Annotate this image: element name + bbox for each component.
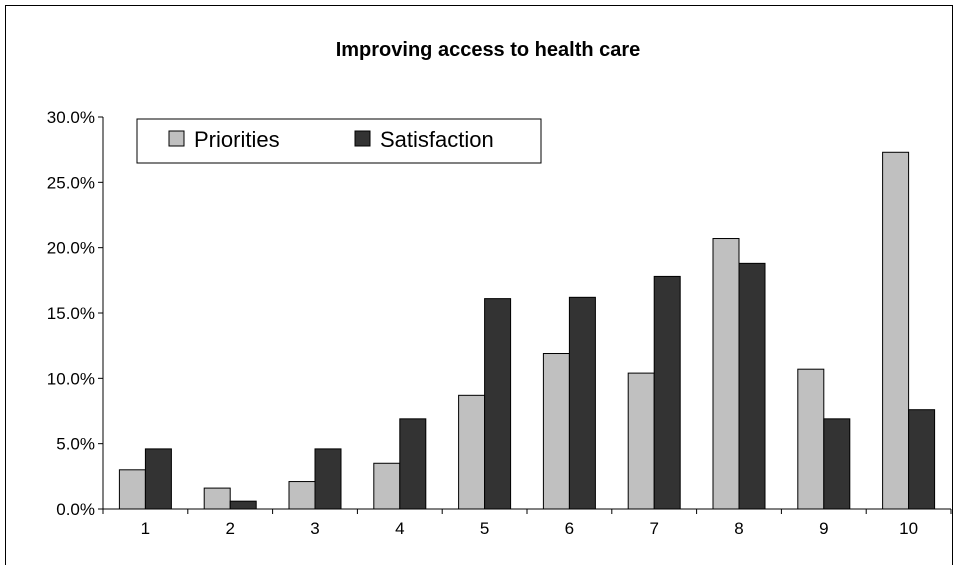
- bar-priorities-7: [627, 372, 655, 510]
- legend-swatch-satisfaction: [354, 130, 371, 147]
- bar-priorities-10: [882, 151, 910, 510]
- y-tick-label: 25.0%: [47, 173, 95, 192]
- y-tick-label: 20.0%: [47, 239, 95, 258]
- bar-priorities-5: [458, 394, 486, 510]
- bars: [118, 151, 936, 510]
- bar-satisfaction-4: [399, 418, 427, 510]
- x-tick-label: 8: [734, 519, 743, 538]
- y-tick-label: 30.0%: [47, 108, 95, 127]
- bar-priorities-9: [797, 368, 825, 510]
- bar-satisfaction-10: [908, 409, 936, 510]
- y-tick-label: 0.0%: [56, 500, 95, 519]
- x-tick-label: 6: [565, 519, 574, 538]
- legend-label-satisfaction: Satisfaction: [380, 127, 494, 152]
- x-tick-label: 9: [819, 519, 828, 538]
- x-tick-label: 2: [225, 519, 234, 538]
- y-tick-label: 15.0%: [47, 304, 95, 323]
- y-tick-label: 10.0%: [47, 369, 95, 388]
- bar-satisfaction-2: [229, 500, 257, 510]
- x-tick-label: 5: [480, 519, 489, 538]
- bar-satisfaction-7: [653, 275, 681, 510]
- bar-satisfaction-1: [144, 448, 172, 510]
- bar-priorities-8: [712, 238, 740, 510]
- y-tick-label: 5.0%: [56, 435, 95, 454]
- bar-priorities-6: [542, 353, 570, 510]
- bar-priorities-4: [373, 462, 401, 510]
- bar-priorities-3: [288, 481, 316, 510]
- legend-label-priorities: Priorities: [194, 127, 280, 152]
- bar-priorities-1: [118, 469, 146, 510]
- bar-satisfaction-8: [738, 262, 766, 510]
- x-tick-label: 3: [310, 519, 319, 538]
- x-tick-label: 7: [649, 519, 658, 538]
- x-tick-label: 10: [899, 519, 918, 538]
- bar-satisfaction-3: [314, 448, 342, 510]
- legend-box: [136, 118, 542, 164]
- chart-title: Improving access to health care: [336, 39, 641, 61]
- legend-swatch-priorities: [168, 130, 185, 147]
- x-tick-label: 1: [141, 519, 150, 538]
- bar-satisfaction-6: [568, 296, 596, 510]
- legend: Priorities Satisfaction: [136, 118, 542, 164]
- x-tick-label: 4: [395, 519, 404, 538]
- bar-priorities-2: [203, 487, 231, 510]
- bar-satisfaction-5: [484, 298, 512, 510]
- bar-satisfaction-9: [823, 418, 851, 510]
